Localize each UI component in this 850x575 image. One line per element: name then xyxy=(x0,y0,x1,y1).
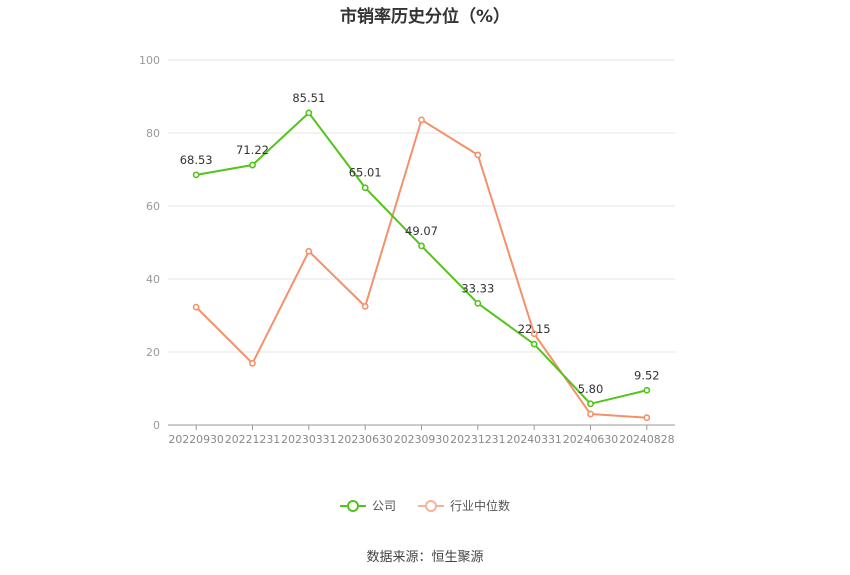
x-tick-label: 20240331 xyxy=(507,433,562,446)
x-tick-label: 20230331 xyxy=(281,433,336,446)
data-point-series-0 xyxy=(474,299,482,307)
x-tick-label: 20240828 xyxy=(619,433,674,446)
legend-item-company[interactable]: 公司 xyxy=(339,497,396,514)
data-point-series-1 xyxy=(643,414,651,422)
y-tick-label: 40 xyxy=(146,273,160,286)
data-point-series-1 xyxy=(530,330,538,338)
data-point-series-0 xyxy=(418,242,425,250)
chart-title: 市销率历史分位（%） xyxy=(339,7,511,27)
y-tick-label: 20 xyxy=(146,346,160,359)
data-point-series-1 xyxy=(418,116,425,124)
legend-label-company: 公司 xyxy=(371,499,396,513)
legend-item-industry-median[interactable]: 行业中位数 xyxy=(418,497,510,514)
legend-label-industry-median: 行业中位数 xyxy=(450,499,511,513)
series-line-1 xyxy=(195,118,647,419)
x-tick-label: 20221231 xyxy=(225,433,280,446)
x-tick-label: 20230930 xyxy=(394,433,449,446)
data-point-series-0 xyxy=(305,109,313,117)
legend-swatch-company xyxy=(339,499,366,513)
x-tick-label: 20230630 xyxy=(338,433,393,446)
x-tick-label: 20220930 xyxy=(169,433,224,446)
data-point-series-1 xyxy=(361,302,369,310)
data-label: 9.52 xyxy=(634,368,660,382)
data-label: 65.01 xyxy=(349,166,382,180)
data-point-series-0 xyxy=(249,161,256,169)
data-label: 68.53 xyxy=(180,153,213,167)
data-label: 22.15 xyxy=(518,322,551,336)
y-tick-label: 100 xyxy=(139,54,160,67)
data-label: 71.22 xyxy=(236,143,269,157)
data-point-series-1 xyxy=(587,410,594,418)
data-label: 85.51 xyxy=(292,91,325,105)
legend-swatch-industry-median xyxy=(418,499,444,513)
data-point-series-1 xyxy=(192,303,200,311)
y-tick-label: 80 xyxy=(146,127,160,140)
data-point-series-0 xyxy=(530,340,538,348)
data-point-series-0 xyxy=(643,386,651,394)
data-point-series-0 xyxy=(361,184,369,192)
data-label: 33.33 xyxy=(461,281,494,295)
x-tick-label: 20240630 xyxy=(563,433,618,446)
data-label: 49.07 xyxy=(405,224,438,238)
data-label: 5.80 xyxy=(578,382,604,396)
data-point-series-0 xyxy=(587,400,594,408)
x-tick-label: 20231231 xyxy=(450,433,505,446)
data-point-series-0 xyxy=(192,171,200,179)
data-point-series-1 xyxy=(474,151,482,159)
y-tick-label: 0 xyxy=(153,419,160,432)
data-point-series-1 xyxy=(249,359,256,367)
chart-legend: 公司 行业中位数 xyxy=(0,497,850,514)
data-point-series-1 xyxy=(305,247,313,255)
data-source: 数据来源：恒生聚源 xyxy=(366,550,484,565)
y-tick-label: 60 xyxy=(146,200,160,213)
